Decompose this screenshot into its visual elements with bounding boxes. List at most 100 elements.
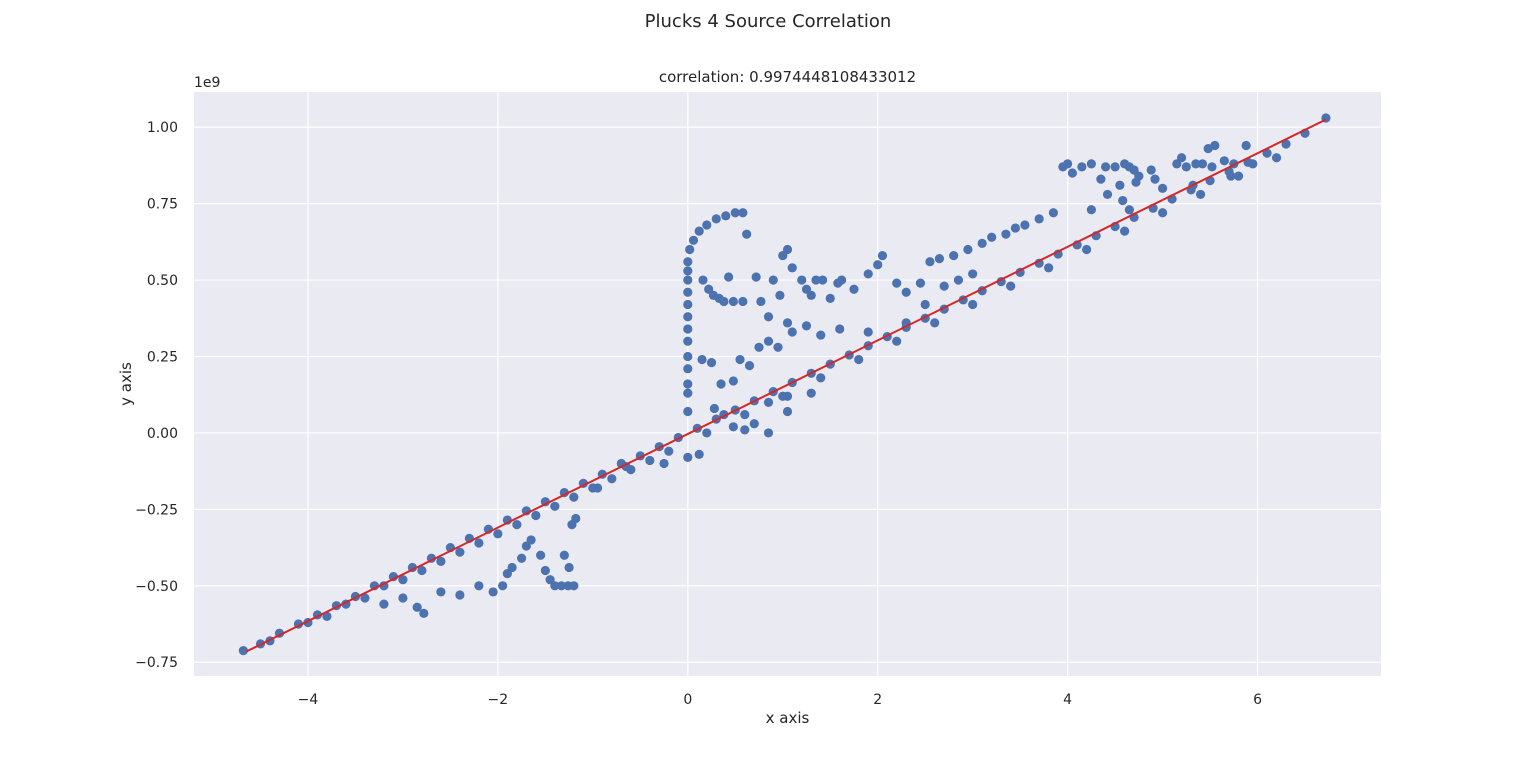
data-point <box>688 235 699 245</box>
data-point <box>659 458 669 469</box>
data-point <box>863 327 873 337</box>
y-tick-label: 0.00 <box>147 426 178 442</box>
data-point <box>754 342 764 352</box>
x-tick-label: −2 <box>488 692 509 708</box>
data-point <box>1233 171 1244 181</box>
data-point <box>493 529 503 539</box>
data-point <box>664 446 674 456</box>
y-offset-label: 1e9 <box>194 75 220 91</box>
x-axis-label: x axis <box>766 709 810 727</box>
data-point <box>512 520 522 530</box>
data-point <box>825 293 835 303</box>
data-point <box>564 562 574 573</box>
data-point <box>702 428 712 438</box>
data-point <box>1146 165 1156 175</box>
data-point <box>934 254 945 264</box>
data-point <box>540 565 550 576</box>
data-point <box>455 590 465 600</box>
data-point <box>728 376 738 386</box>
data-point <box>436 587 446 597</box>
data-point <box>806 388 816 398</box>
data-point <box>963 244 973 255</box>
data-point <box>706 357 717 368</box>
data-point <box>592 483 603 493</box>
plot-title: correlation: 0.9974448108433012 <box>659 68 916 86</box>
x-tick-label: −4 <box>298 692 319 708</box>
data-point <box>559 550 569 560</box>
data-point <box>763 397 774 407</box>
data-point <box>550 501 560 511</box>
data-point <box>930 318 940 328</box>
data-point <box>920 299 930 310</box>
data-point <box>517 553 527 563</box>
data-point <box>1281 139 1291 149</box>
data-point <box>455 547 465 557</box>
data-point <box>1086 159 1096 169</box>
data-point <box>939 281 949 291</box>
data-point <box>756 296 766 307</box>
data-point <box>925 257 935 267</box>
data-point <box>1207 162 1217 172</box>
data-point <box>787 263 797 273</box>
data-point <box>683 351 693 362</box>
data-point <box>1010 223 1021 233</box>
data-point <box>683 336 693 346</box>
data-point <box>968 299 978 310</box>
y-tick-label: −0.25 <box>135 502 178 518</box>
data-point <box>977 238 987 248</box>
data-point <box>488 587 498 597</box>
data-point <box>1020 220 1030 230</box>
data-point <box>683 287 693 297</box>
data-point <box>1197 159 1208 169</box>
data-point <box>1131 177 1141 187</box>
data-point <box>1063 159 1073 169</box>
data-point <box>536 550 546 560</box>
data-point <box>716 379 726 389</box>
data-point <box>1006 281 1016 291</box>
data-point <box>571 513 581 524</box>
data-point <box>1271 153 1282 163</box>
data-point <box>782 318 793 328</box>
data-point <box>1077 162 1087 172</box>
data-point <box>968 269 978 279</box>
data-point <box>1150 174 1160 184</box>
y-axis-label: y axis <box>117 362 135 406</box>
data-point <box>782 244 793 255</box>
y-tick-label: 1.00 <box>147 120 178 136</box>
data-point <box>738 296 748 307</box>
data-point <box>683 312 693 322</box>
data-point <box>1044 263 1054 273</box>
data-point <box>1118 195 1128 206</box>
data-point <box>1176 153 1187 163</box>
y-tick-label: −0.75 <box>135 655 178 671</box>
data-point <box>550 581 560 591</box>
data-point <box>419 608 429 618</box>
data-point <box>1110 162 1120 172</box>
data-point <box>915 278 926 288</box>
data-point <box>498 581 508 591</box>
data-point <box>607 474 617 484</box>
data-point <box>238 646 248 656</box>
data-point <box>901 287 911 297</box>
y-tick-label: −0.50 <box>135 579 178 595</box>
data-point <box>811 275 821 285</box>
data-point <box>724 272 734 282</box>
data-point <box>1191 159 1201 169</box>
data-point <box>379 599 389 609</box>
x-tick-label: 2 <box>873 692 882 708</box>
data-point <box>569 581 579 591</box>
data-point <box>801 321 812 331</box>
data-point <box>322 611 332 621</box>
data-point <box>694 449 704 459</box>
x-tick-label: 6 <box>1253 692 1262 708</box>
data-point <box>816 373 826 383</box>
data-point <box>683 275 693 285</box>
data-point <box>849 284 859 294</box>
data-point <box>728 296 738 307</box>
data-point <box>953 275 964 285</box>
data-point <box>773 342 783 352</box>
data-point <box>763 336 774 346</box>
data-point <box>683 324 693 334</box>
data-point <box>1195 189 1206 200</box>
